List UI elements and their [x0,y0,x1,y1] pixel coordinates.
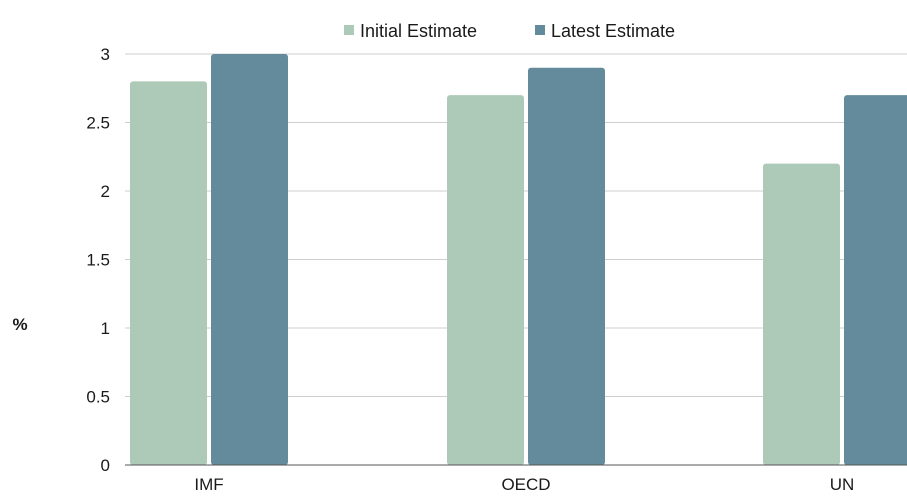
y-axis-label: % [12,315,27,334]
legend-label-latest-estimate: Latest Estimate [551,21,675,41]
legend-swatch-latest-estimate [535,25,545,35]
x-axis-categories: IMF OECD UN [194,475,854,494]
y-axis-ticks: 0 0.5 1 1.5 2 2.5 3 [86,45,110,475]
x-category-label-oecd: OECD [501,475,550,494]
legend-label-initial-estimate: Initial Estimate [360,21,477,41]
bar-un-latest-estimate [844,95,907,465]
y-tick-label: 2 [101,182,110,201]
y-tick-label: 2.5 [86,114,110,133]
x-category-label-un: UN [830,475,855,494]
y-tick-label: 3 [101,45,110,64]
bar-un-initial-estimate [763,163,840,465]
bar-imf-initial-estimate [130,81,207,466]
legend: Initial Estimate Latest Estimate [344,21,675,41]
x-category-label-imf: IMF [194,475,223,494]
y-tick-label: 1.5 [86,251,110,270]
bar-oecd-initial-estimate [447,95,524,465]
bar-imf-latest-estimate [211,54,288,465]
bar-oecd-latest-estimate [528,67,605,465]
y-tick-label: 1 [101,319,110,338]
bars [130,54,907,466]
y-tick-label: 0 [101,456,110,475]
y-tick-label: 0.5 [86,388,110,407]
legend-swatch-initial-estimate [344,25,354,35]
